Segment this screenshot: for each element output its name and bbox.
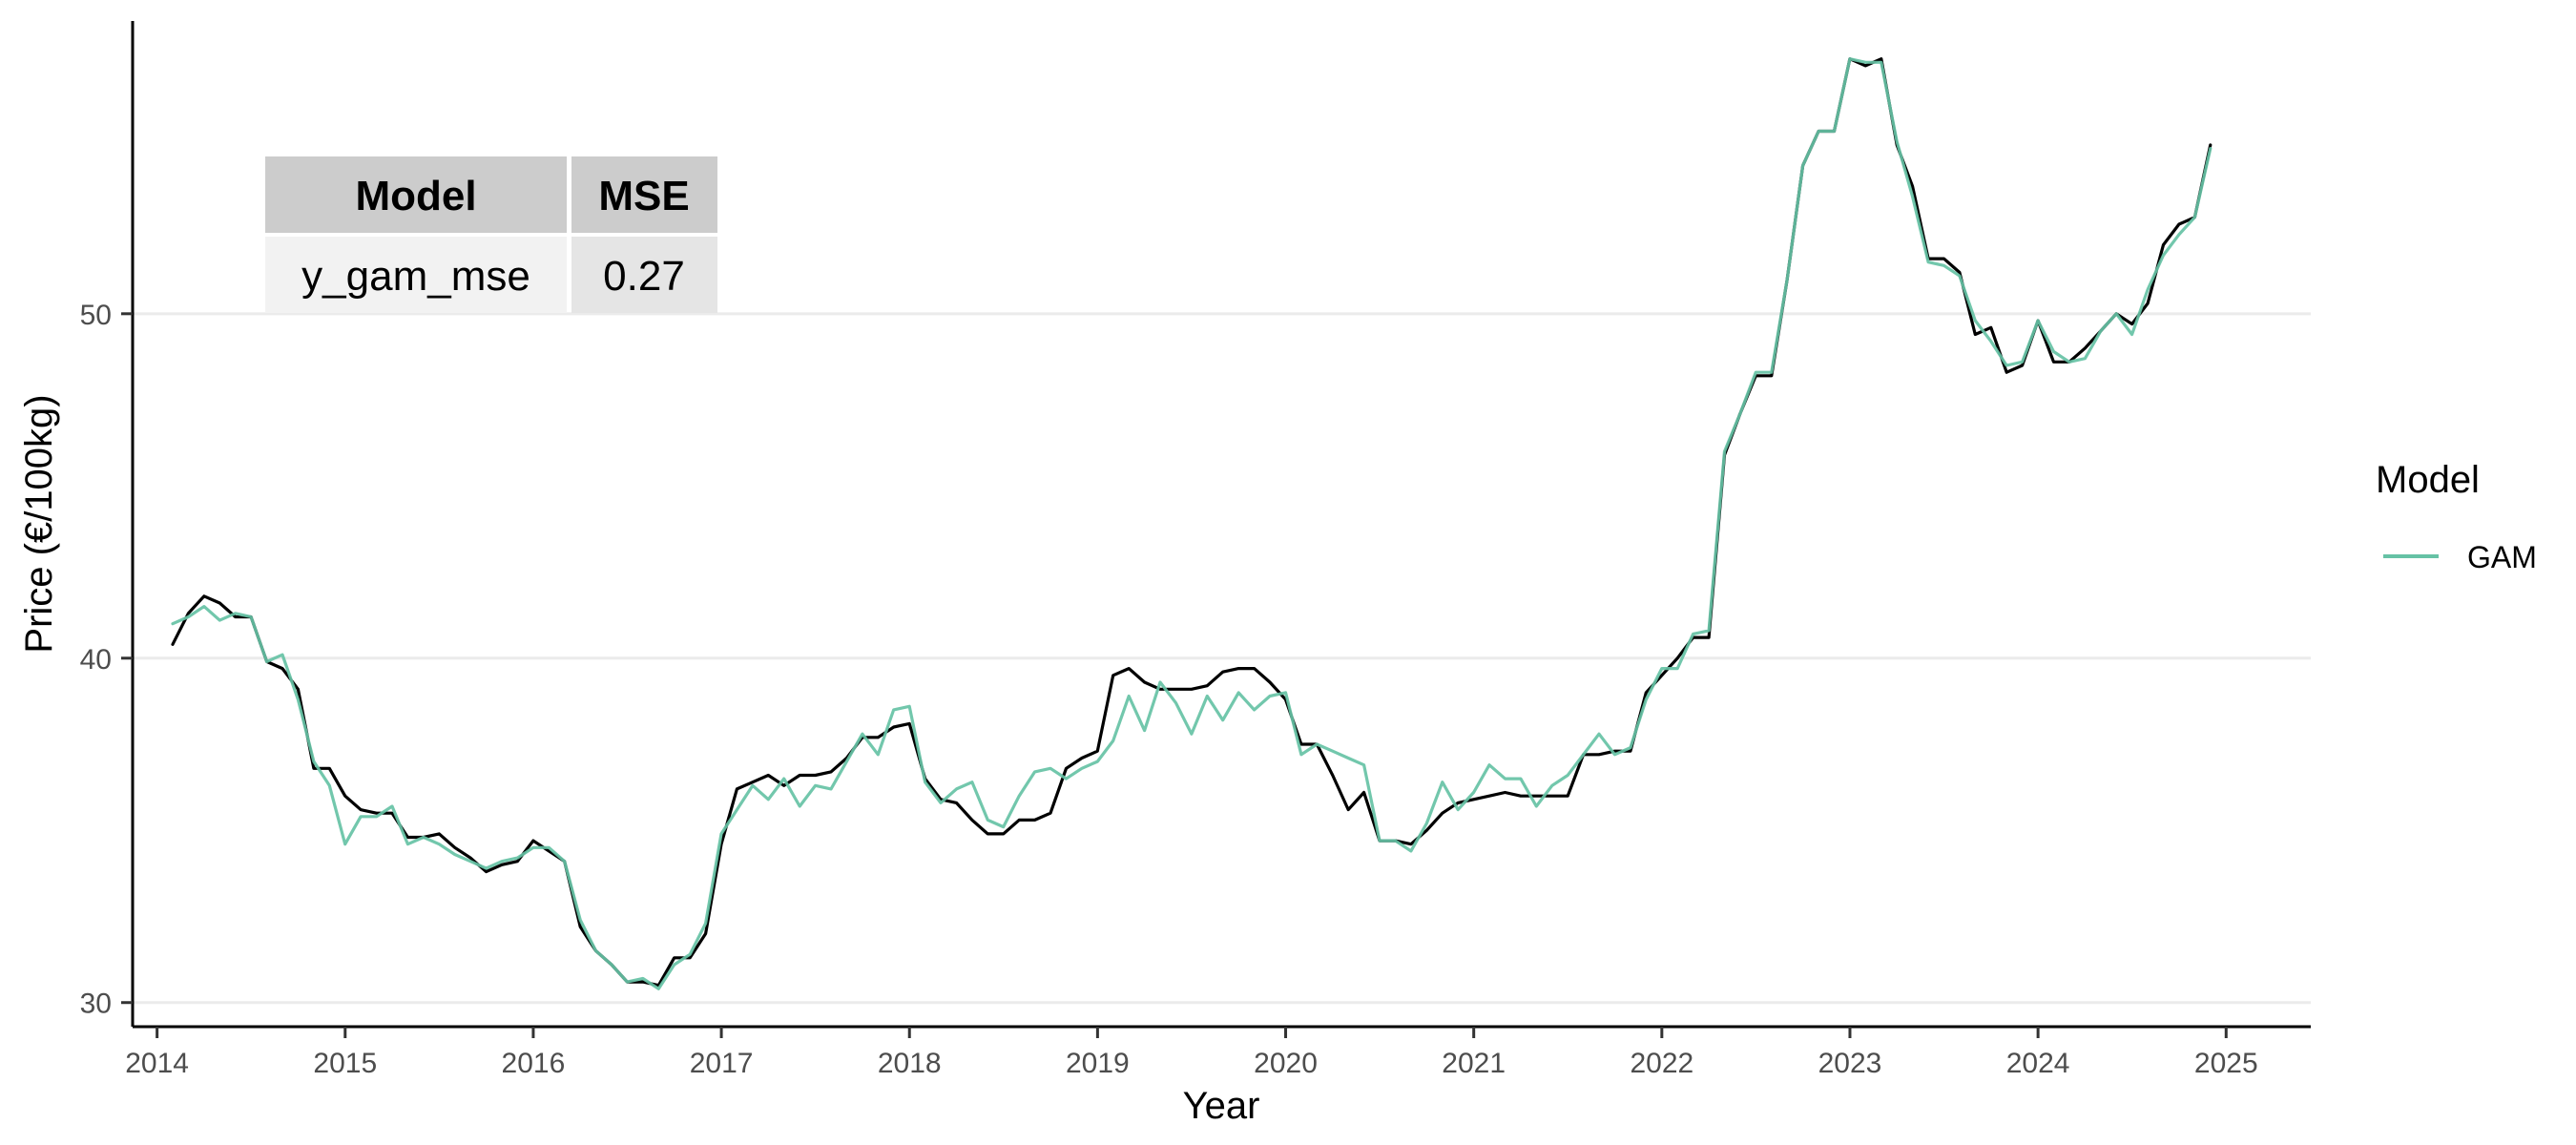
x-tick-label: 2021	[1442, 1048, 1506, 1079]
x-tick-label: 2016	[502, 1048, 566, 1079]
table-cell-mse	[571, 237, 717, 313]
x-axis-title: Year	[1183, 1085, 1260, 1127]
legend-title: Model	[2376, 459, 2480, 501]
table-cell-mse-text: 0.27	[603, 253, 685, 300]
x-tick-label: 2020	[1254, 1048, 1318, 1079]
legend-label-gam: GAM	[2467, 540, 2537, 574]
legend: Model GAM	[2376, 459, 2537, 574]
x-tick-label: 2025	[2194, 1048, 2258, 1079]
y-tick-label: 40	[80, 644, 112, 676]
x-ticks: 2014 2015 2016 2017 2018 2019 2020 2021 2022 2023…	[125, 1027, 2258, 1079]
y-axis-title: Price (€/100kg)	[18, 394, 60, 653]
mse-table: Model MSE y_gam_mse 0.27	[265, 156, 717, 313]
table-header-model: Model	[355, 173, 476, 219]
y-tick-label: 50	[80, 300, 112, 331]
table-cell-model	[265, 237, 567, 313]
x-tick-label: 2014	[125, 1048, 189, 1079]
series-lines	[171, 57, 2212, 990]
table-header-cell-mse	[571, 156, 717, 233]
axes	[131, 21, 2311, 1029]
y-ticks: 30 40 50	[80, 300, 133, 1020]
series-line-gam	[171, 57, 2212, 990]
x-tick-label: 2024	[2006, 1048, 2070, 1079]
x-tick-label: 2022	[1630, 1048, 1693, 1079]
x-tick-label: 2017	[690, 1048, 754, 1079]
y-tick-label: 30	[80, 989, 112, 1020]
x-tick-label: 2018	[878, 1048, 942, 1079]
x-tick-label: 2023	[1818, 1048, 1882, 1079]
table-header-mse: MSE	[598, 173, 689, 219]
x-tick-label: 2015	[313, 1048, 377, 1079]
grid-lines	[133, 312, 2311, 1005]
table-cell-model-text: y_gam_mse	[301, 253, 530, 300]
x-tick-label: 2019	[1066, 1048, 1130, 1079]
table-header-cell-model	[265, 156, 567, 233]
